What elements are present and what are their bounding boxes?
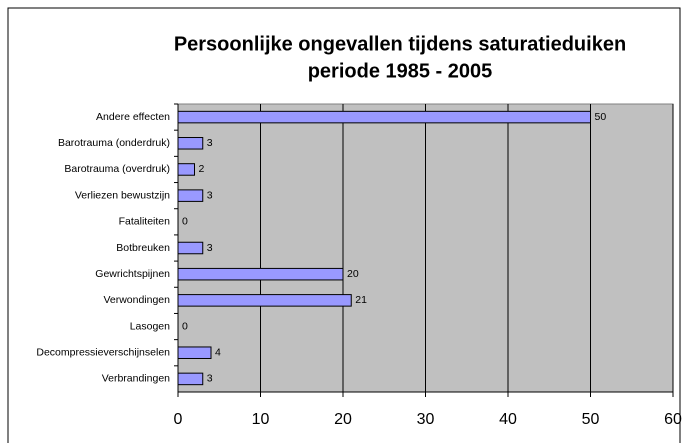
value-label: 20 [347,268,359,280]
bar [177,372,204,386]
bar [177,241,204,255]
y-tick-label: Gewrichtspijnen [95,268,170,280]
value-label: 2 [199,163,205,175]
y-tick-label: Barotrauma (overdruk) [64,163,170,175]
y-tick-label: Barotrauma (onderdruk) [58,137,170,149]
value-label: 3 [207,242,213,254]
value-label: 0 [182,320,188,332]
bar [177,267,344,281]
x-tick-label: 10 [252,411,270,428]
chart-title: Persoonlijke ongevallen tijdens saturati… [174,33,626,55]
y-tick-label: Andere effecten [96,111,170,123]
x-tick-label: 40 [499,411,517,428]
y-tick-label: Decompressieverschijnselen [36,347,170,359]
y-tick-label: Lasogen [130,320,170,332]
y-tick-label: Botbreuken [116,242,170,254]
chart-subtitle: periode 1985 - 2005 [308,60,493,82]
bar [177,163,195,176]
value-label: 3 [207,189,213,201]
value-label: 3 [207,373,213,385]
x-tick-label: 60 [664,411,682,428]
bar [177,110,591,124]
bar [177,346,212,359]
value-label: 21 [355,294,367,306]
value-label: 4 [215,347,221,359]
x-tick-label: 20 [334,411,352,428]
y-tick-label: Fataliteiten [119,216,171,228]
value-label: 0 [182,216,188,228]
bar [177,294,352,307]
value-label: 3 [207,137,213,149]
x-tick-label: 50 [582,411,600,428]
y-tick-label: Verwondingen [103,294,170,306]
bar [177,137,204,150]
y-tick-label: Verbrandingen [102,373,170,385]
bar [177,189,204,202]
value-label: 50 [595,111,607,123]
x-tick-label: 0 [174,411,183,428]
y-tick-label: Verliezen bewustzijn [75,189,170,201]
x-tick-label: 30 [417,411,435,428]
